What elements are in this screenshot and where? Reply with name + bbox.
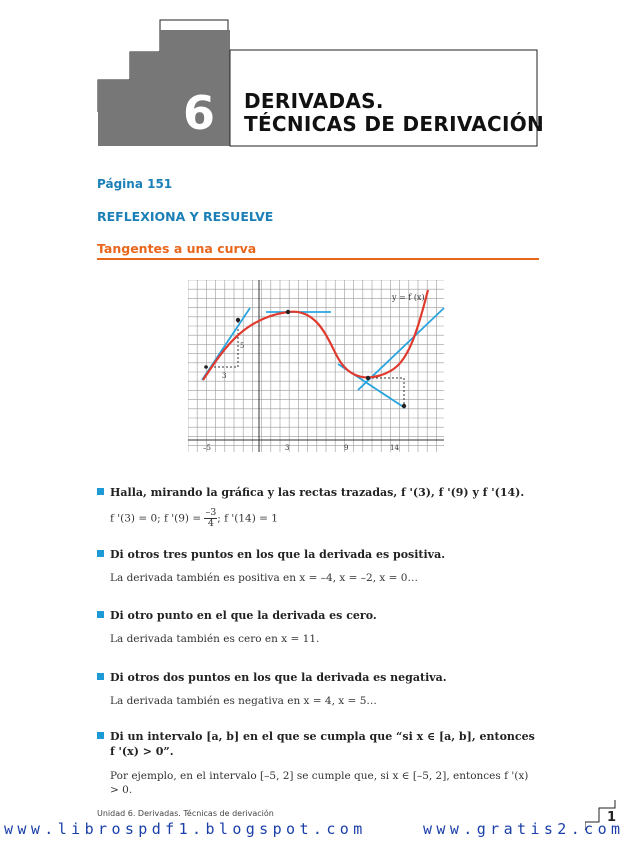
question-4-text: Di otros dos puntos en los que la deriva…: [110, 671, 447, 684]
answer-5: Por ejemplo, en el intervalo [–5, 2] se …: [110, 770, 529, 796]
x-tick-3: 3: [285, 444, 289, 452]
chapter-number-block: [98, 80, 230, 146]
footer-unit-text: Unidad 6. Derivadas. Técnicas de derivac…: [97, 809, 274, 818]
step-label-3: 3: [222, 372, 226, 380]
question-5: Di un intervalo [a, b] en el que se cump…: [97, 729, 539, 759]
square-bullet-icon: [97, 488, 104, 495]
subsection-rule: [97, 258, 539, 260]
question-2: Di otros tres puntos en los que la deriv…: [97, 547, 539, 562]
chapter-header-graphic: [97, 19, 538, 147]
square-bullet-icon: [97, 550, 104, 557]
answer-1: f '(3) = 0; f '(9) = –3 4; f '(14) = 1: [110, 508, 540, 529]
question-2-text: Di otros tres puntos en los que la deriv…: [110, 548, 446, 561]
question-5-line1: Di un intervalo [a, b] en el que se cump…: [97, 729, 539, 744]
watermark-left[interactable]: www.librospdf1.blogspot.com: [4, 820, 367, 838]
title-box: [229, 49, 538, 147]
square-bullet-icon: [97, 732, 104, 739]
page-number: 1: [607, 810, 617, 825]
question-4: Di otros dos puntos en los que la deriva…: [97, 670, 539, 685]
chapter-title-line2: TÉCNICAS DE DERIVACIÓN: [244, 112, 545, 136]
point-min: [365, 375, 371, 381]
subsection-label: Tangentes a una curva: [97, 241, 257, 256]
graph-grid: [188, 280, 444, 452]
chapter-title-line1: DERIVADAS.: [244, 89, 384, 113]
page-label: Página 151: [97, 177, 173, 191]
question-3-text: Di otro punto en el que la derivada es c…: [110, 609, 377, 622]
chapter-number: 6: [183, 86, 216, 140]
answer-1-pre: f '(3) = 0; f '(9) =: [110, 512, 202, 525]
question-3: Di otro punto en el que la derivada es c…: [97, 608, 539, 623]
question-1-text: Halla, mirando la gráfica y las rectas t…: [110, 486, 525, 499]
function-curve: [202, 289, 430, 381]
x-tick-neg5: –5: [203, 444, 211, 452]
answer-3: La derivada también es cero en x = 11.: [110, 633, 320, 645]
x-tick-9: 9: [344, 444, 348, 452]
answer-4: La derivada también es negativa en x = 4…: [110, 695, 377, 707]
x-tick-14: 14: [390, 444, 399, 452]
answer-2: La derivada también es positiva en x = –…: [110, 572, 418, 584]
answer-1-post: ; f '(14) = 1: [217, 512, 278, 525]
point-slope: [204, 365, 208, 369]
fraction-numerator: –3: [204, 507, 218, 519]
point-left: [235, 317, 241, 323]
square-bullet-icon: [97, 673, 104, 680]
footer-corner-graphic: [585, 800, 616, 830]
square-bullet-icon: [97, 611, 104, 618]
tangent-graph: y = f (x) 5 3 –5 3 9 14: [188, 280, 445, 452]
answer-1-fraction: –3 4: [204, 507, 218, 529]
question-5-line2: f '(x) > 0”.: [110, 745, 174, 758]
section-label: REFLEXIONA Y RESUELVE: [97, 209, 274, 224]
point-max: [285, 309, 291, 315]
point-right: [401, 403, 407, 409]
watermark-right[interactable]: www.gratis2.com: [423, 820, 625, 838]
function-label: y = f (x): [391, 293, 425, 302]
slope-helper-right: [368, 377, 405, 406]
y-tick-5: 5: [240, 342, 244, 350]
slope-helper-left: [206, 320, 239, 368]
fraction-denominator: 4: [207, 518, 214, 529]
question-1: Halla, mirando la gráfica y las rectas t…: [97, 485, 539, 500]
chapter-title: DERIVADAS. TÉCNICAS DE DERIVACIÓN: [244, 90, 544, 136]
